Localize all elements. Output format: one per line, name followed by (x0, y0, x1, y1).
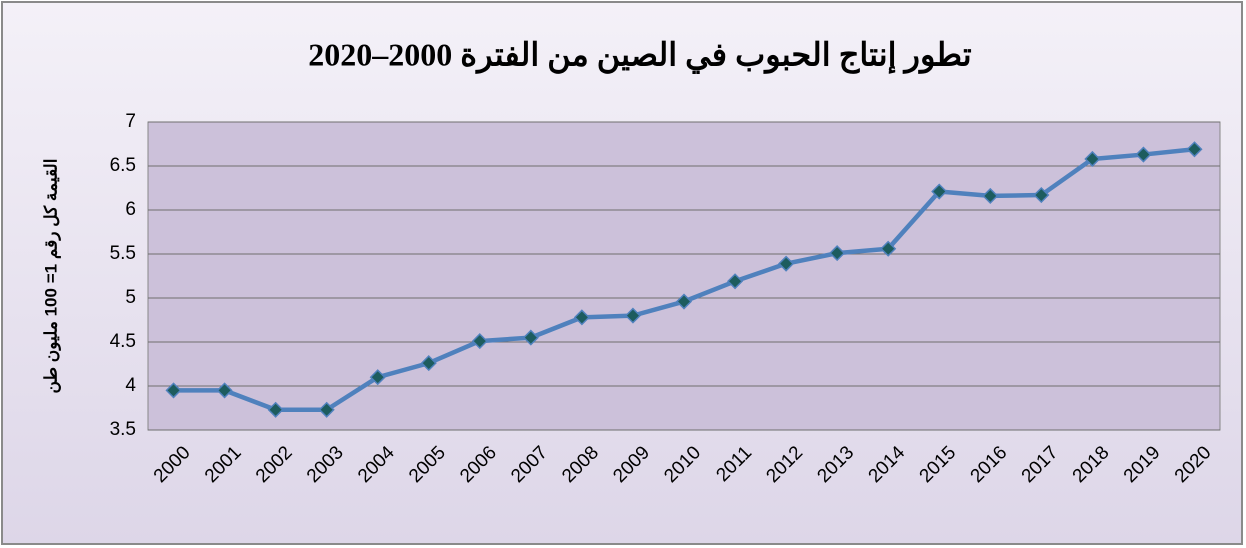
data-marker (165, 382, 182, 399)
y-tick-label: 4.5 (110, 331, 136, 352)
y-tick-label: 4 (125, 375, 136, 396)
data-marker (1033, 186, 1050, 204)
y-tick-label: 6.5 (110, 155, 136, 176)
data-marker (931, 183, 948, 200)
data-marker (829, 245, 846, 262)
data-marker (1084, 150, 1101, 168)
chart-title: تطور إنتاج الحبوب في الصين من الفترة 200… (308, 36, 971, 74)
data-marker (982, 187, 999, 204)
y-tick-label: 5 (125, 287, 136, 308)
data-marker (471, 333, 488, 350)
y-tick-label: 3.5 (110, 419, 136, 440)
data-marker (1135, 146, 1152, 163)
y-axis-label: القيمة كل رقم 1= 100 مليون طن (41, 159, 61, 394)
data-marker (216, 382, 233, 399)
data-marker (1186, 141, 1203, 158)
plot-area (147, 121, 1221, 431)
y-tick-label: 7 (125, 111, 136, 132)
data-marker (726, 273, 744, 290)
data-marker (267, 401, 284, 418)
y-tick-label: 5.5 (110, 243, 136, 264)
y-tick-label: 6 (125, 199, 136, 220)
data-marker (369, 369, 386, 386)
data-marker (880, 240, 897, 257)
data-marker (624, 307, 642, 324)
data-marker (573, 309, 590, 326)
data-marker (675, 293, 693, 310)
data-marker (522, 329, 539, 346)
data-marker (420, 355, 437, 372)
data-marker (318, 401, 335, 418)
data-marker (778, 255, 795, 272)
